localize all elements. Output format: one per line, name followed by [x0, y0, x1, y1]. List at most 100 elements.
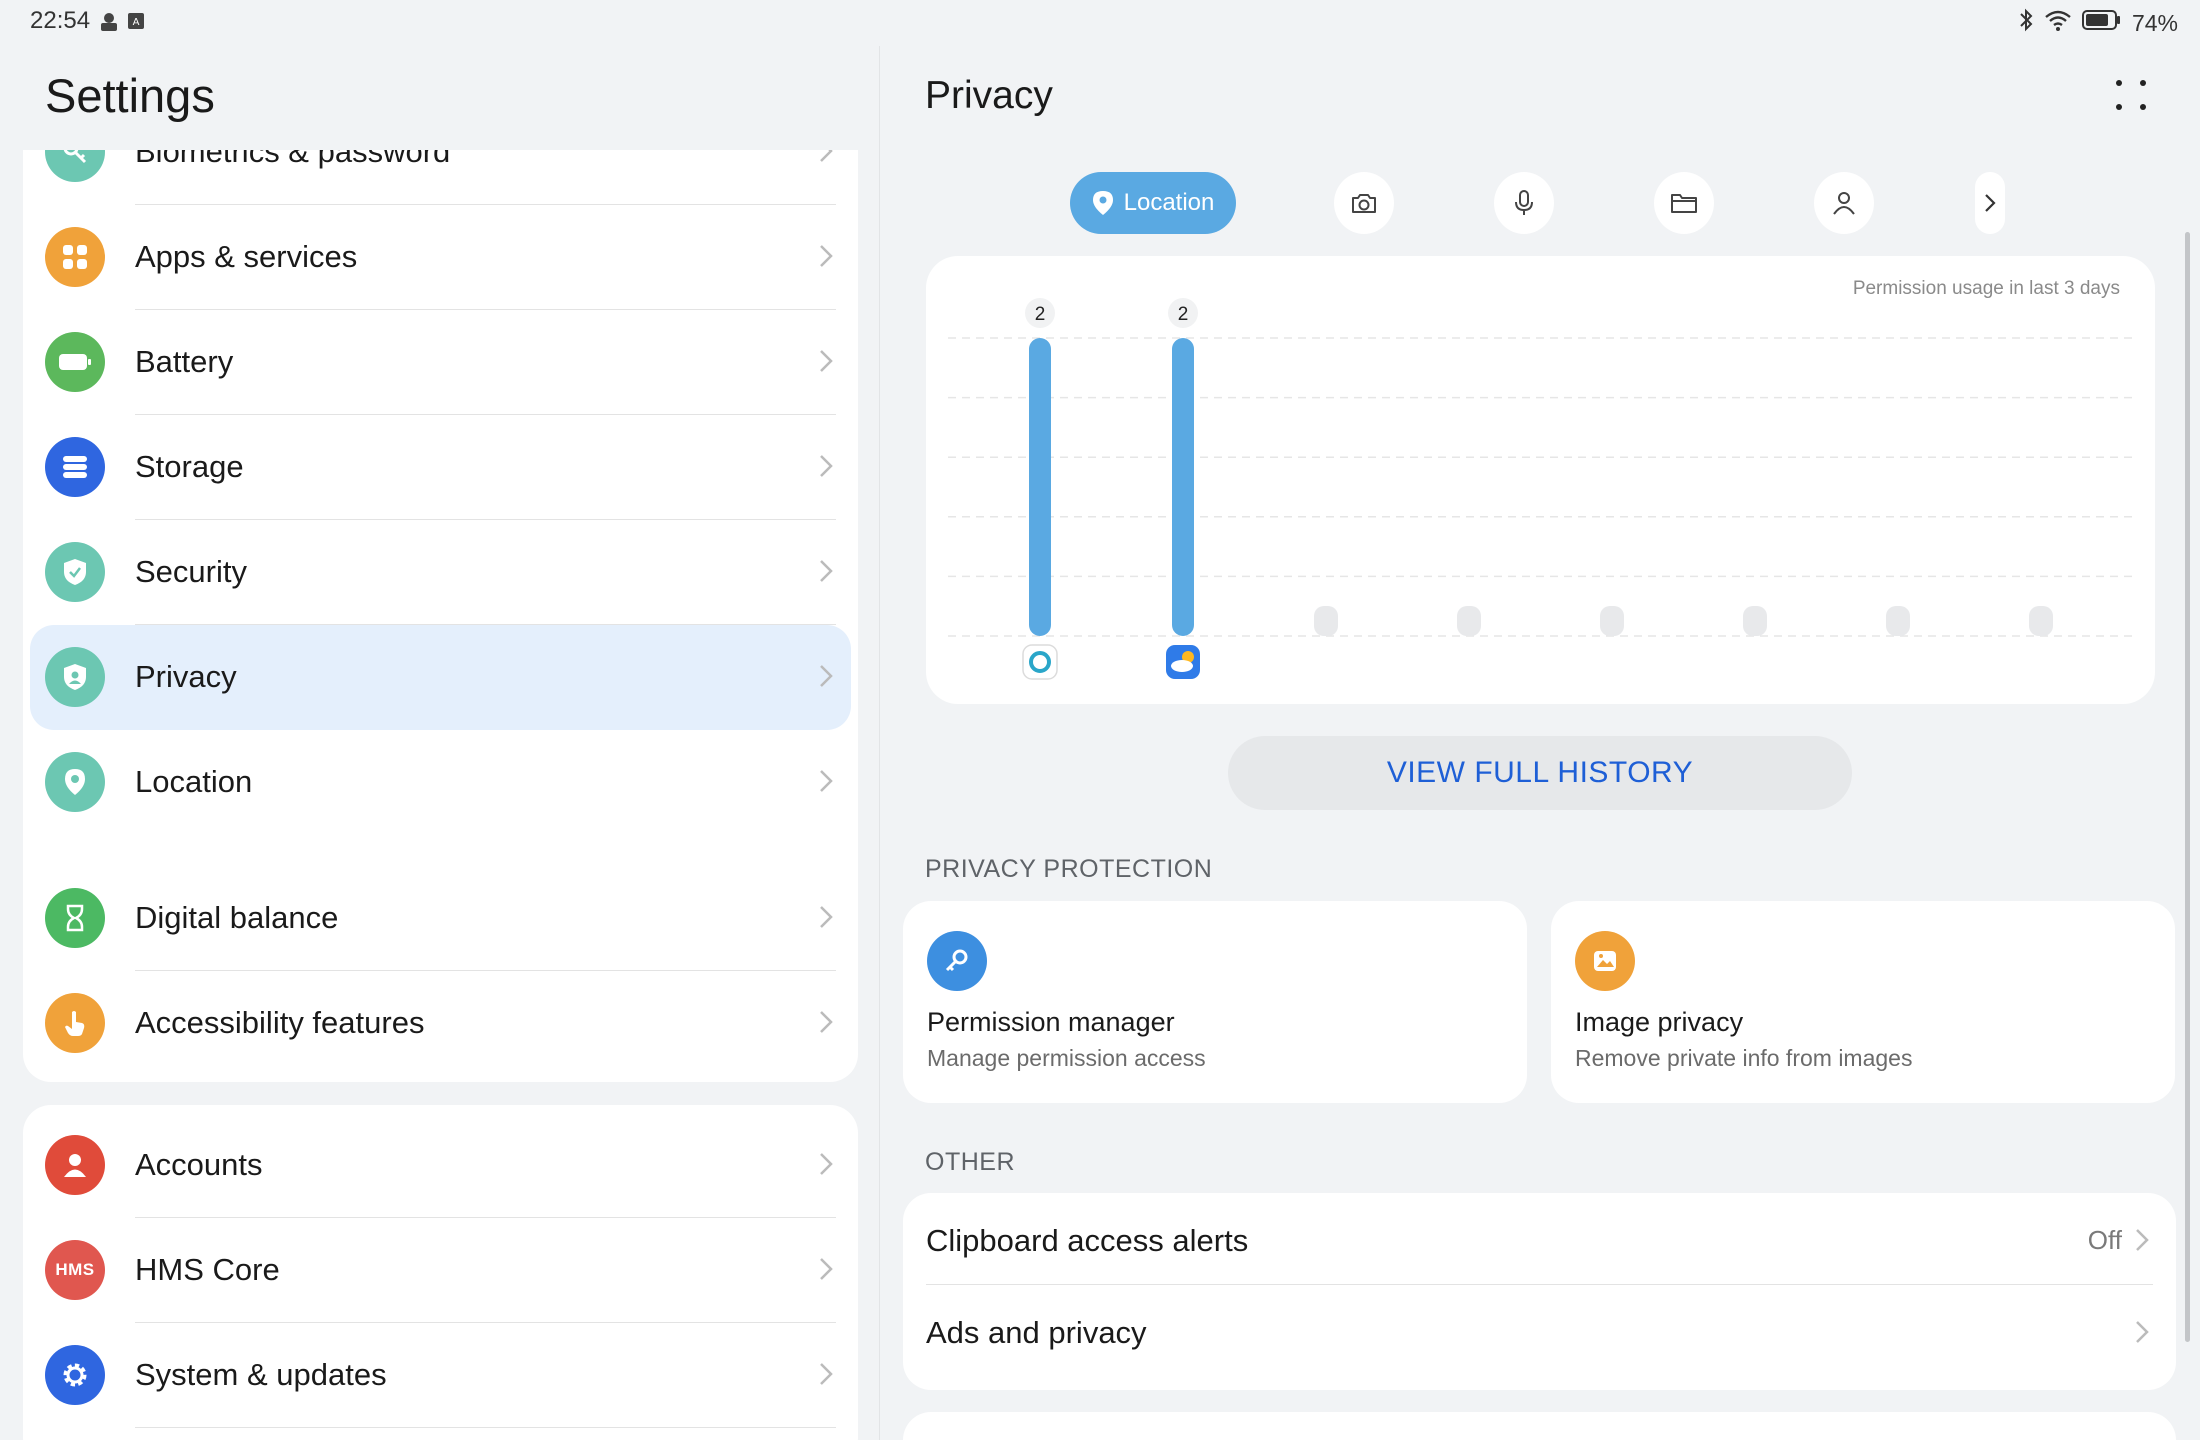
settings-item-label: Accessibility features [135, 1005, 425, 1040]
gear-icon [45, 1345, 105, 1405]
page-title: Privacy [925, 74, 1053, 117]
settings-item-biometrics[interactable]: Biometrics & password [23, 150, 858, 205]
chevron-right-icon [820, 1258, 833, 1280]
divider [135, 970, 836, 971]
image-privacy-tile[interactable]: Image privacy Remove private info from i… [1551, 901, 2175, 1103]
settings-item-digital-balance[interactable]: Digital balance [23, 866, 858, 971]
settings-item-apps-services[interactable]: Apps & services [23, 205, 858, 310]
hand-icon [45, 993, 105, 1053]
data-label: 2 [1178, 304, 1189, 325]
settings-item-label: Accounts [135, 1147, 263, 1182]
settings-item-label: HMS Core [135, 1252, 280, 1287]
chevron-right-icon [820, 1363, 833, 1385]
battery-icon [45, 332, 105, 392]
storage-icon [45, 437, 105, 497]
battery-icon [2081, 9, 2122, 37]
wifi-icon [2044, 8, 2072, 38]
search-app-icon [1022, 644, 1058, 680]
chart-caption: Permission usage in last 3 days [1852, 278, 2120, 299]
settings-item-system-updates[interactable]: System & updates [23, 1323, 858, 1428]
settings-item-privacy[interactable]: Privacy [30, 625, 851, 730]
tab-camera[interactable] [1334, 172, 1394, 234]
status-right: 74% [2018, 8, 2178, 38]
chevron-right-icon [820, 560, 833, 582]
divider [135, 1322, 836, 1323]
svg-text:A: A [133, 17, 140, 28]
shield-check-icon [45, 542, 105, 602]
chevron-right-icon [2136, 1321, 2149, 1343]
camera-icon [1352, 194, 1376, 213]
tab-location[interactable]: Location [1070, 172, 1236, 234]
settings-item-hms-core[interactable]: HMS HMS Core [23, 1218, 858, 1323]
pane-divider [879, 46, 880, 1440]
other-settings-card: Clipboard access alerts Off Ads and priv… [903, 1193, 2176, 1390]
section-header-privacy-protection: PRIVACY PROTECTION [925, 855, 1213, 883]
chart-bar [1172, 338, 1194, 636]
folder-icon [1671, 194, 1697, 213]
chart-bar [1029, 338, 1051, 636]
chevron-right-icon [820, 1153, 833, 1175]
settings-title: Settings [45, 69, 215, 122]
chevron-right-icon [820, 350, 833, 372]
settings-item-label: Apps & services [135, 239, 358, 274]
clipboard-access-alerts-item[interactable]: Clipboard access alerts Off [903, 1193, 2176, 1285]
search-app-glyph [1029, 651, 1051, 673]
image-icon [1575, 931, 1635, 991]
hourglass-icon [45, 888, 105, 948]
chevron-right-icon [820, 906, 833, 928]
data-label: 2 [1035, 304, 1046, 325]
section-header-other: OTHER [925, 1148, 1015, 1176]
permission-usage-chart: 2 2 Permission usage in last 3 days [926, 256, 2155, 704]
data-label-bg [1025, 298, 1055, 328]
divider [135, 1427, 836, 1428]
chevron-right-icon [820, 455, 833, 477]
chevron-right-icon [820, 1011, 833, 1033]
settings-item-label: Storage [135, 449, 244, 484]
settings-item-location[interactable]: Location [23, 730, 858, 835]
tab-scroll-next[interactable] [1975, 172, 2005, 234]
next-settings-card [903, 1412, 2176, 1440]
settings-item-label: System & updates [135, 1357, 387, 1392]
divider [135, 624, 836, 625]
status-bar: 22:54 A 74% [0, 0, 2200, 46]
item-label: Ads and privacy [926, 1315, 1147, 1350]
ads-and-privacy-item[interactable]: Ads and privacy [903, 1285, 2176, 1377]
item-value: Off [2087, 1225, 2122, 1255]
settings-item-label: Battery [135, 344, 234, 379]
key-icon [927, 931, 987, 991]
settings-item-security[interactable]: Security [23, 520, 858, 625]
sun-glyph [1182, 651, 1194, 663]
view-full-history-button[interactable]: VIEW FULL HISTORY [1228, 736, 1852, 810]
permission-manager-tile[interactable]: Permission manager Manage permission acc… [903, 901, 1527, 1103]
bluetooth-icon [2018, 8, 2034, 38]
key-icon [45, 150, 105, 182]
person-icon [45, 1135, 105, 1195]
settings-item-accessibility[interactable]: Accessibility features [23, 971, 858, 1076]
tab-files[interactable] [1654, 172, 1714, 234]
settings-item-accounts[interactable]: Accounts [23, 1113, 858, 1218]
settings-item-label: Location [135, 764, 253, 799]
settings-list[interactable]: Biometrics & password Apps & services Ba… [0, 150, 880, 1440]
chevron-right-icon [820, 770, 833, 792]
chevron-right-icon [820, 665, 833, 687]
settings-item-label: Digital balance [135, 900, 339, 935]
more-options-icon[interactable] [2113, 77, 2149, 113]
location-pin-icon [1092, 191, 1113, 215]
settings-group-1: Biometrics & password Apps & services Ba… [23, 150, 858, 984]
chevron-right-icon [820, 245, 833, 267]
tab-contacts[interactable] [1814, 172, 1874, 234]
divider [135, 519, 836, 520]
tab-microphone[interactable] [1494, 172, 1554, 234]
divider [135, 309, 836, 310]
chevron-right-icon [820, 150, 833, 162]
location-pin-icon [45, 752, 105, 812]
tile-subtitle: Manage permission access [927, 1045, 1206, 1071]
settings-item-storage[interactable]: Storage [23, 415, 858, 520]
settings-group-3: Accounts HMS HMS Core System & updates [23, 1105, 858, 1440]
tile-title: Image privacy [1575, 1007, 1744, 1037]
settings-item-battery[interactable]: Battery [23, 310, 858, 415]
scrollbar[interactable] [2185, 232, 2190, 1342]
tile-subtitle: Remove private info from images [1575, 1045, 1913, 1071]
divider [926, 1284, 2153, 1285]
status-time: 22:54 [30, 7, 91, 34]
